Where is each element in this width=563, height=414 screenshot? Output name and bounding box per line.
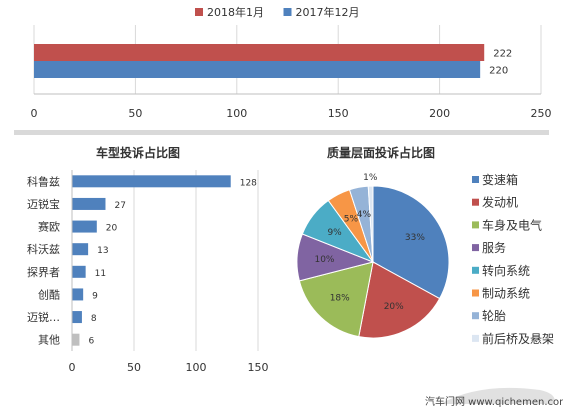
model-bar: [72, 220, 97, 233]
pie-percent-label: 10%: [314, 255, 334, 265]
model-chart-title: 车型投诉占比图: [96, 145, 180, 160]
model-bar-value: 20: [106, 224, 118, 234]
pie-percent-label: 18%: [330, 294, 350, 304]
model-bar: [72, 333, 80, 346]
pie-percent-label: 4%: [357, 210, 372, 220]
pie-legend-label: 服务: [482, 240, 506, 255]
top-tick-label: 50: [128, 107, 142, 120]
pie-percent-label: 1%: [363, 173, 378, 183]
pie-legend-label: 转向系统: [482, 263, 530, 278]
model-category-label: 迈锐…: [27, 310, 60, 324]
pie-percent-label: 9%: [327, 228, 342, 238]
top-bar-value: 222: [493, 49, 512, 60]
quality-chart-title: 质量层面投诉占比图: [327, 145, 435, 160]
pie-percent-label: 33%: [405, 233, 425, 243]
top-bars: 222 220: [34, 44, 512, 78]
top-tick-label: 250: [531, 107, 552, 120]
top-bar-chart: 2018年1月 2017年12月 222 220 0 50 100 150 200 250: [31, 5, 552, 120]
section-divider: [14, 130, 549, 135]
model-bar: [72, 265, 86, 278]
model-bar: [72, 197, 106, 210]
top-bar: [34, 61, 481, 78]
pie-slices: [296, 185, 450, 339]
model-category-label: 科沃兹: [27, 242, 60, 256]
pie-legend-swatch: [472, 244, 479, 252]
pie-legend-swatch: [472, 221, 479, 229]
pie-slice: [298, 261, 374, 338]
top-tick-label: 0: [31, 107, 38, 120]
model-tick-label: 150: [248, 361, 269, 374]
model-chart-bars: 128 27 20 13 11 9 8 6: [72, 175, 257, 347]
pie-legend-swatch: [472, 312, 479, 320]
pie-slice: [358, 261, 441, 339]
pie-legend-label: 前后桥及悬架: [482, 331, 554, 346]
model-complaint-chart: 车型投诉占比图 128 27 20 13 11 9 8 6 0 50 100 150 科鲁兹迈锐宝赛欧…: [27, 145, 269, 374]
pie-slice: [367, 185, 374, 263]
pie-legend-label: 车身及电气: [482, 217, 542, 232]
pie-legend-swatch: [472, 198, 479, 206]
model-bar-value: 9: [92, 291, 98, 301]
pie-legend-label: 变速箱: [482, 172, 518, 187]
legend-label: 2018年1月: [207, 5, 264, 19]
model-bar: [72, 243, 89, 256]
legend-label: 2017年12月: [296, 5, 360, 19]
watermark-logo: [440, 387, 555, 404]
top-bar: [34, 44, 485, 61]
model-category-label: 其他: [38, 334, 60, 347]
pie-slice: [372, 185, 450, 300]
model-bar-value: 8: [91, 314, 97, 324]
legend-swatch: [195, 8, 203, 16]
quality-complaint-pie: 质量层面投诉占比图 33% 20% 18% 10% 9%5%4% 1% 变速箱发动机车身及…: [296, 145, 554, 346]
model-category-label: 科鲁兹: [27, 174, 60, 188]
model-chart-grid: [71, 170, 259, 351]
watermark: 汽车门网 www.qichemen.com: [425, 387, 563, 408]
model-bar-value: 27: [114, 201, 125, 211]
pie-legend-swatch: [472, 289, 479, 297]
model-tick-label: 100: [186, 361, 207, 374]
model-bar: [72, 175, 231, 188]
model-tick-label: 50: [127, 361, 141, 374]
pie-legend-swatch: [472, 334, 479, 342]
legend-swatch: [283, 8, 292, 16]
top-tick-label: 100: [226, 107, 247, 120]
top-x-axis: 0 50 100 150 200 250: [31, 93, 552, 120]
top-legend: 2018年1月 2017年12月: [195, 5, 360, 19]
model-bar-value: 11: [95, 269, 106, 279]
pie-legend-label: 发动机: [482, 195, 518, 210]
model-category-label: 创酷: [38, 288, 60, 301]
pie-legend-swatch: [472, 176, 479, 183]
pie-labels: 33% 20% 18% 10% 9%5%4% 1%: [314, 173, 425, 312]
pie-legend-label: 轮胎: [482, 309, 506, 323]
model-category-label: 迈锐宝: [27, 197, 60, 211]
model-bar-value: 13: [97, 246, 108, 256]
model-bar-value: 6: [88, 337, 94, 347]
top-bar-value: 220: [489, 66, 508, 77]
pie-legend-swatch: [472, 266, 479, 274]
top-tick-label: 150: [328, 107, 349, 120]
pie-percent-label: 20%: [384, 302, 404, 312]
pie-percent-label: 5%: [344, 215, 359, 225]
pie-legend-label: 制动系统: [482, 287, 530, 301]
model-category-label: 赛欧: [38, 220, 60, 234]
model-bar: [72, 288, 84, 301]
watermark-text: 汽车门网 www.qichemen.com: [425, 395, 563, 408]
model-tick-label: 0: [69, 361, 76, 374]
model-bar: [72, 311, 82, 324]
top-tick-label: 200: [429, 107, 450, 120]
model-category-label: 探界者: [27, 266, 60, 279]
model-bar-value: 128: [240, 178, 257, 188]
